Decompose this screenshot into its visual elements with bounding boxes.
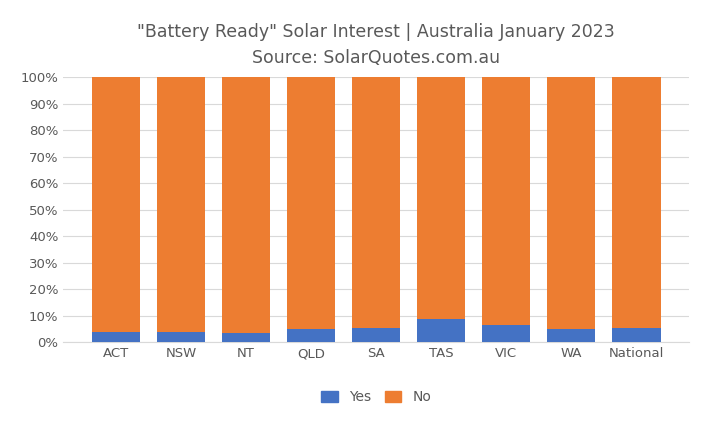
Bar bbox=[157, 77, 205, 332]
Bar bbox=[287, 77, 335, 329]
Bar bbox=[157, 332, 205, 342]
Bar bbox=[417, 318, 465, 342]
Bar bbox=[287, 329, 335, 342]
Bar bbox=[547, 77, 595, 329]
Bar bbox=[547, 329, 595, 342]
Bar bbox=[91, 332, 141, 342]
Bar bbox=[482, 325, 531, 342]
Legend: Yes, No: Yes, No bbox=[316, 385, 437, 410]
Bar bbox=[417, 77, 465, 318]
Bar bbox=[482, 77, 531, 325]
Bar bbox=[221, 333, 271, 342]
Bar bbox=[612, 328, 661, 342]
Bar bbox=[352, 328, 401, 342]
Bar bbox=[91, 77, 141, 332]
Bar bbox=[352, 77, 401, 328]
Bar bbox=[221, 77, 271, 333]
Bar bbox=[612, 77, 661, 328]
Title: "Battery Ready" Solar Interest | Australia January 2023
Source: SolarQuotes.com.: "Battery Ready" Solar Interest | Austral… bbox=[137, 23, 615, 67]
